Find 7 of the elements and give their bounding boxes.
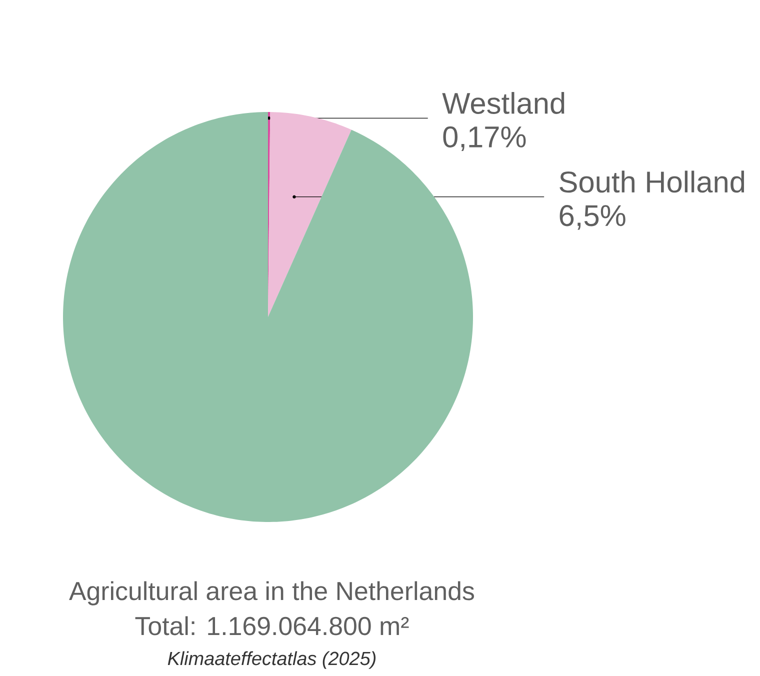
slice-label: Westland bbox=[442, 92, 564, 114]
data-label: 6,5% bbox=[560, 205, 626, 230]
slice-label: South Holland bbox=[560, 170, 744, 193]
text: Total: 1.169.064.800 m² bbox=[135, 616, 409, 636]
data-label: 0,17% bbox=[443, 126, 526, 152]
text: Agricultural area in the Netherlands bbox=[69, 581, 474, 606]
text: Klimaateffectatlas (2025) bbox=[168, 651, 376, 669]
